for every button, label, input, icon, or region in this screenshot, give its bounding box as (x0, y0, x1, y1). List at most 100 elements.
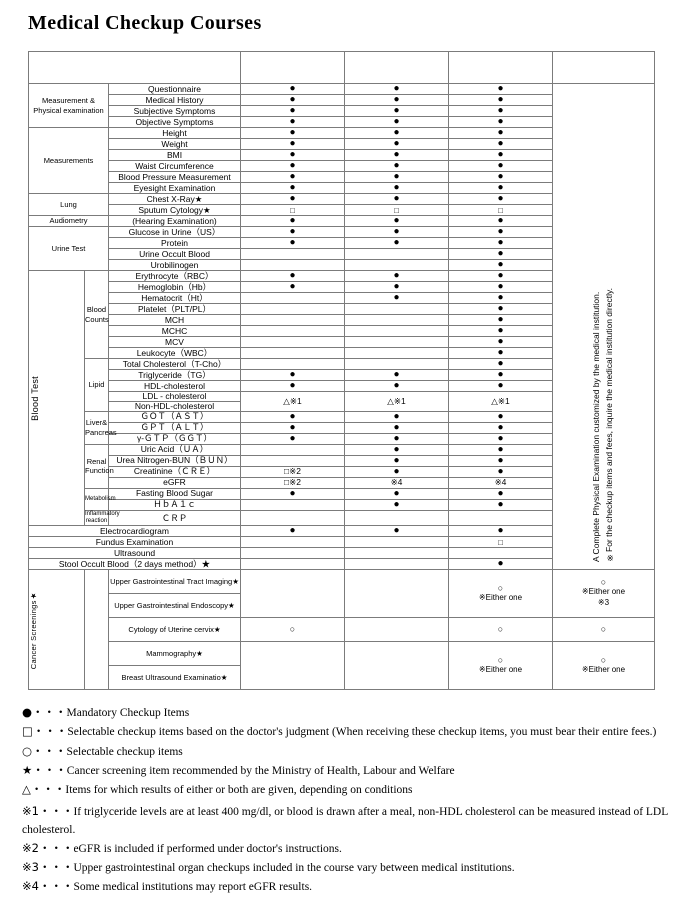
symbol-dot: ● (393, 215, 400, 226)
data-cell: ● (344, 421, 449, 434)
item-label: Glucose in Urine（US） (108, 226, 241, 238)
item-label: Sputum Cytology★ (108, 204, 241, 216)
symbol-dot: ● (497, 465, 504, 477)
data-cell: ● (240, 215, 345, 227)
data-cell: ● (448, 116, 553, 128)
symbol-dot: ● (497, 281, 504, 292)
data-cell (240, 443, 345, 456)
data-cell (240, 336, 345, 348)
option-symbol-line: ※Either one (478, 664, 523, 674)
symbol-dot: ● (289, 116, 296, 127)
symbol-dot: ● (497, 303, 504, 314)
course-a-note-text: A Complete Physical Examination customiz… (591, 287, 615, 562)
symbol-dot: ● (289, 127, 296, 138)
data-cell: ● (448, 410, 553, 423)
footnote-list: ※1・・・If triglyceride levels are at least… (22, 803, 668, 896)
table-row: Platelet（PLT/PL） ● (29, 303, 655, 315)
checkup-table-wrapper: Checkup items/Medical Checkup Course Nam… (28, 51, 655, 691)
symbol-dot: ● (393, 369, 400, 380)
data-cell (344, 325, 449, 337)
symbol-dot: ● (497, 369, 504, 380)
data-cell: ● (448, 325, 553, 337)
course-a-note: A Complete Physical Examination customiz… (552, 82, 655, 571)
item-label: eGFR (108, 476, 241, 489)
legend-item: □・・・Selectable checkup items based on th… (22, 723, 662, 741)
option-data-cell (344, 617, 449, 643)
data-cell: ● (448, 160, 553, 172)
data-cell: ● (448, 303, 553, 315)
symbol-dot: ● (289, 369, 296, 380)
data-cell: ● (344, 226, 449, 238)
item-label: Urine Occult Blood (108, 248, 241, 260)
table-row: Subjective Symptoms ● ● ● (29, 105, 655, 117)
header-course-3: EWEL General Medical Checkup A1 Course (448, 51, 553, 84)
data-cell: ● (448, 237, 553, 249)
option-data-cell (344, 641, 449, 691)
legend-item: ★・・・Cancer screening item recommended by… (22, 762, 662, 780)
symbol-dot: ● (289, 138, 296, 149)
symbol-dot: ● (393, 443, 400, 455)
symbol-dot: ● (393, 94, 400, 105)
data-cell: ● (240, 83, 345, 95)
symbol-dot: ● (497, 116, 504, 127)
option-item-label: Upper Gastrointestinal Endoscopy★ (108, 593, 241, 619)
symbol-text: □※2 (284, 466, 301, 477)
symbol-dot: ● (393, 454, 400, 466)
legend-symbol: ● (22, 705, 33, 720)
data-cell: ● (448, 215, 553, 227)
symbol-dot: ● (497, 237, 504, 248)
data-cell (240, 558, 345, 571)
footnote-item: ※2・・・eGFR is included if performed under… (22, 840, 668, 858)
item-label: Fasting Blood Sugar (108, 487, 241, 500)
symbol-dot: ● (497, 160, 504, 171)
data-cell: ● (448, 525, 553, 538)
item-label: Uric Acid（ＵＡ） (108, 443, 241, 456)
symbol-dot: ● (289, 94, 296, 105)
symbol-dot: ● (393, 410, 400, 422)
data-cell: ● (240, 138, 345, 150)
footnote-marker: ※1 (22, 804, 39, 819)
symbol-dot: ● (497, 325, 504, 336)
data-cell: ● (448, 248, 553, 260)
option-data-cell: ○ ※Either one (552, 641, 655, 691)
group-label: Renal Function (84, 443, 114, 489)
data-cell: ● (448, 182, 553, 194)
symbol-sq: □ (290, 205, 295, 215)
symbol-dot: ● (497, 358, 504, 369)
data-cell: ● (448, 270, 553, 282)
data-cell: ● (344, 83, 449, 95)
item-label: Urea Nitrogen-BUN（ＢＵＮ） (108, 454, 241, 467)
option-symbol: ○ (553, 625, 654, 634)
table-row: Blood Test Blood Counts Erythrocyte（RBC） ● ●… (28, 269, 655, 527)
option-symbol-line: ※Either one (581, 587, 626, 597)
data-cell: △※1 (448, 391, 553, 412)
data-cell: ● (240, 127, 345, 139)
symbol-dot: ● (497, 215, 504, 226)
data-cell: ● (448, 83, 553, 95)
legend-text: ・・・Mandatory Checkup Items (32, 707, 190, 720)
data-cell (240, 547, 345, 560)
symbol-dot: ● (497, 487, 504, 499)
option-symbol-line: ○ (289, 624, 296, 635)
legend-list: ●・・・Mandatory Checkup Items □・・・Selectabl… (22, 704, 662, 799)
item-label: ＣＲＰ (108, 509, 241, 527)
group-label: Metabolism (84, 487, 116, 511)
data-cell (240, 498, 345, 511)
data-cell: △※1 (344, 391, 449, 412)
item-label: Protein (108, 237, 241, 249)
symbol-dot: ● (497, 432, 504, 444)
data-cell: ● (240, 369, 345, 381)
symbol-text: ※4 (390, 477, 403, 488)
header-items-column: Checkup items/Medical Checkup Course Nam… (28, 51, 241, 84)
option-data-cell: ○ ※Either one (448, 569, 553, 619)
item-label: ＨｂＡ１ｃ (108, 498, 241, 511)
table-row: Sputum Cytology★ □ □ □ (29, 204, 655, 216)
symbol-dot: ● (393, 465, 400, 477)
data-cell: ● (448, 443, 553, 456)
data-cell (240, 248, 345, 260)
data-cell (344, 259, 449, 271)
symbol-dot: ● (497, 226, 504, 237)
table-row: Blood Pressure Measurement ● ● ● (29, 171, 655, 183)
option-data-cell (344, 569, 449, 619)
data-cell (240, 536, 345, 549)
